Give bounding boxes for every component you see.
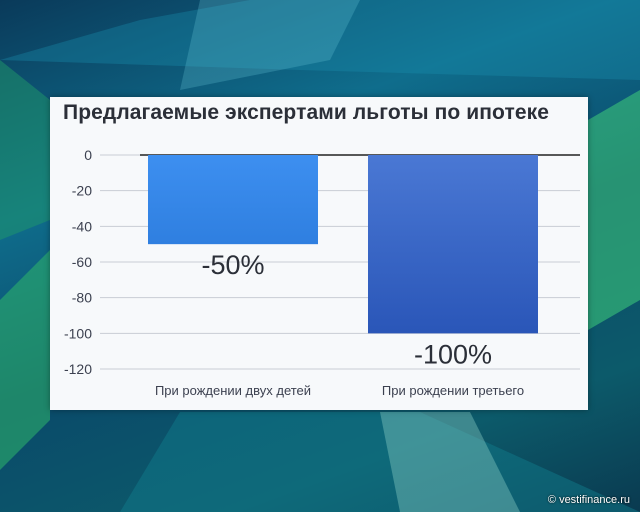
- category-label: При рождении третьего: [382, 383, 524, 398]
- bar: [148, 155, 318, 245]
- y-tick-label: -20: [72, 183, 92, 199]
- bar: [368, 155, 538, 334]
- chart-panel: 0 -20 -40 -60 -80 -100 -120 -50% При рождении д…: [50, 97, 588, 410]
- y-tick-label: -100: [64, 325, 92, 341]
- data-label: -50%: [201, 250, 264, 280]
- chart-title: Предлагаемые экспертами льготы по ипотек…: [63, 101, 550, 124]
- y-tick-label: -80: [72, 290, 92, 306]
- y-tick-label: -40: [72, 218, 92, 234]
- y-tick-label: 0: [84, 147, 92, 163]
- category-label: При рождении двух детей: [155, 383, 311, 398]
- data-label: -100%: [414, 339, 492, 369]
- bar-chart: 0 -20 -40 -60 -80 -100 -120 -50% При рождении д…: [64, 147, 580, 398]
- y-tick-label: -120: [64, 361, 92, 377]
- watermark: © vestifinance.ru: [547, 494, 630, 506]
- y-tick-label: -60: [72, 254, 92, 270]
